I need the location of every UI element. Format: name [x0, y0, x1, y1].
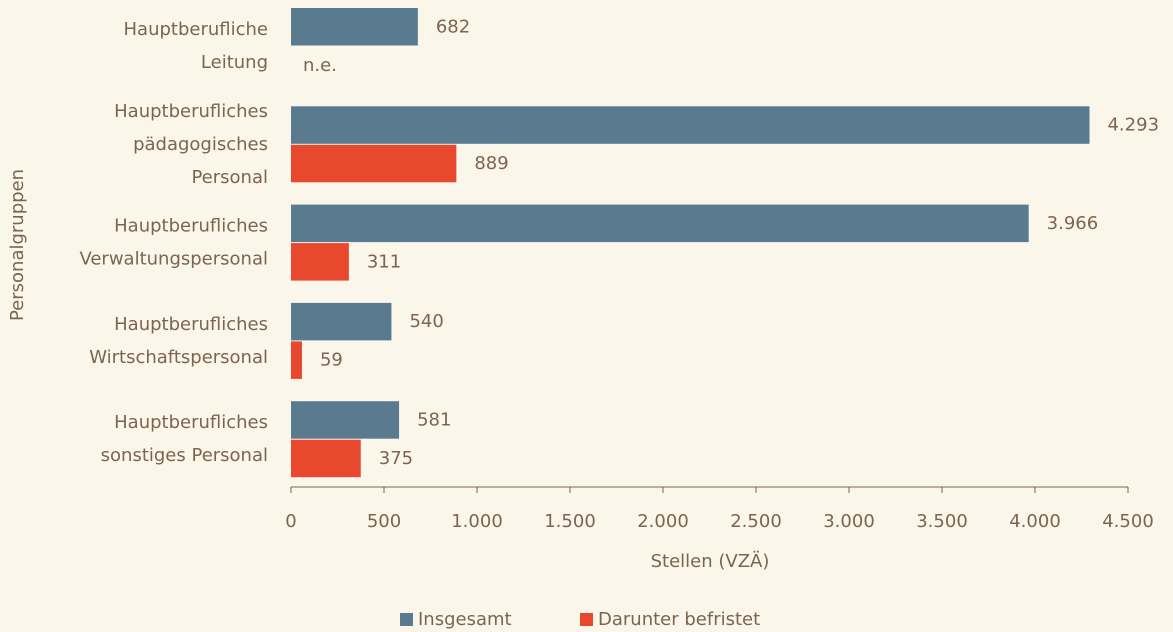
- x-tick-label: 4.000: [1009, 511, 1061, 532]
- y-tick-label: Hauptberufliches: [114, 412, 268, 433]
- x-tick-label: 3.500: [916, 511, 968, 532]
- y-tick-label: Hauptberufliches: [114, 216, 268, 237]
- y-tick-label: Hauptberufliches: [114, 314, 268, 335]
- bar: [291, 204, 1029, 243]
- value-label: 311: [367, 251, 401, 272]
- bar: [291, 8, 418, 46]
- bar: [291, 439, 361, 478]
- value-label: 375: [379, 448, 413, 469]
- x-tick-label: 1.000: [451, 511, 503, 532]
- value-label: 581: [417, 409, 451, 430]
- bar: [291, 243, 349, 281]
- y-tick-label: Personal: [191, 167, 268, 188]
- bar: [291, 341, 302, 379]
- legend-label: Darunter befristet: [598, 609, 760, 630]
- value-label: 889: [474, 153, 508, 174]
- x-tick-label: 500: [367, 511, 401, 532]
- x-tick-label: 3.000: [823, 511, 875, 532]
- legend-label: Insgesamt: [418, 609, 512, 630]
- y-tick-label: sonstiges Personal: [101, 445, 268, 466]
- legend-swatch: [400, 613, 413, 626]
- bar: [291, 144, 457, 183]
- value-label: 59: [320, 350, 343, 371]
- y-tick-label: Hauptberufliche: [124, 19, 268, 40]
- value-label: 3.966: [1047, 213, 1099, 234]
- y-axis-title: Personalgruppen: [7, 169, 28, 321]
- value-label: 682: [436, 16, 470, 37]
- x-tick-label: 0: [285, 511, 296, 532]
- y-tick-label: pädagogisches: [133, 134, 268, 155]
- value-label: 4.293: [1107, 115, 1159, 136]
- value-label: n.e.: [303, 55, 337, 76]
- x-tick-label: 4.500: [1102, 511, 1154, 532]
- x-tick-label: 1.500: [544, 511, 596, 532]
- legend-swatch: [580, 613, 593, 626]
- x-tick-label: 2.500: [730, 511, 782, 532]
- value-label: 540: [409, 311, 443, 332]
- y-tick-label: Hauptberufliches: [114, 101, 268, 122]
- bar: [291, 401, 400, 439]
- y-tick-label: Wirtschaftspersonal: [89, 347, 268, 368]
- y-tick-label: Leitung: [201, 52, 268, 73]
- y-tick-label: Verwaltungspersonal: [79, 249, 268, 270]
- x-axis-title: Stellen (VZÄ): [651, 551, 770, 572]
- bar: [291, 302, 392, 341]
- bar: [291, 106, 1090, 144]
- x-tick-label: 2.000: [637, 511, 689, 532]
